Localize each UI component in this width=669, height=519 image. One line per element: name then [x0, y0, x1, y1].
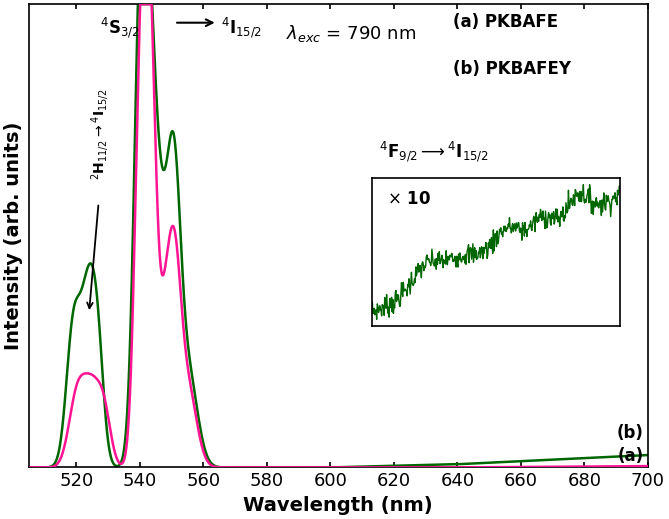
Text: (a): (a): [617, 447, 644, 465]
Text: $^4$S$_{3/2}$: $^4$S$_{3/2}$: [100, 16, 139, 40]
Text: $^4$F$_{9/2}$$\longrightarrow$$^4$I$_{15/2}$: $^4$F$_{9/2}$$\longrightarrow$$^4$I$_{15…: [379, 139, 488, 164]
Text: (b) PKBAFEY: (b) PKBAFEY: [453, 60, 571, 78]
X-axis label: Wavelength (nm): Wavelength (nm): [244, 496, 433, 515]
Y-axis label: Intensity (arb. units): Intensity (arb. units): [4, 121, 23, 350]
Text: $^4$I$_{15/2}$: $^4$I$_{15/2}$: [221, 16, 262, 40]
Text: $^2$H$_{11/2}$$\to$$^4$I$_{15/2}$: $^2$H$_{11/2}$$\to$$^4$I$_{15/2}$: [89, 88, 111, 180]
Text: (b): (b): [617, 424, 644, 442]
Text: (a) PKBAFE: (a) PKBAFE: [453, 13, 558, 32]
Text: $\lambda_{exc}$ = 790 nm: $\lambda_{exc}$ = 790 nm: [286, 23, 415, 44]
